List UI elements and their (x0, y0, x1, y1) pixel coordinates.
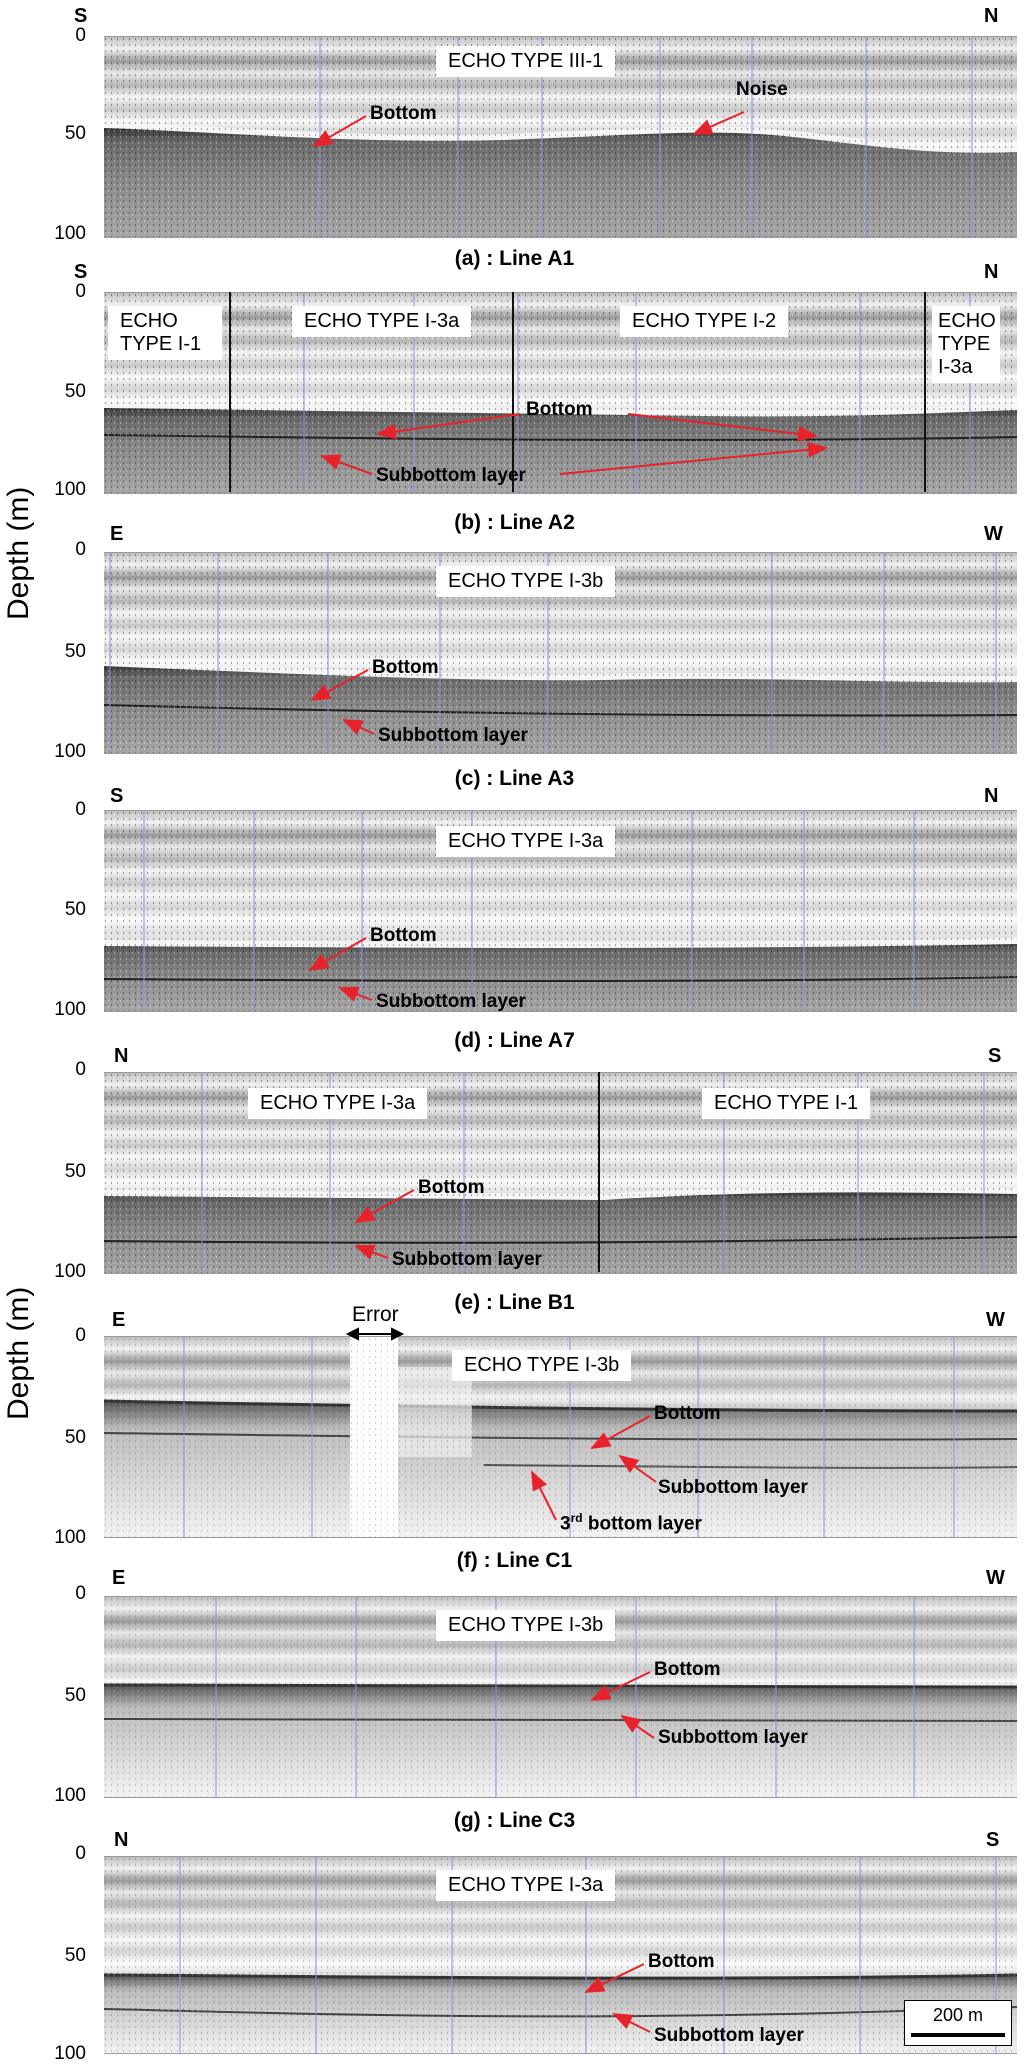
annotation-subbottom: Subbottom layer (654, 2025, 804, 2046)
annotation-subbottom: Subbottom layer (658, 1477, 808, 1498)
annotation-subbottom: Subbottom layer (376, 465, 526, 486)
direction-left: S (74, 5, 88, 27)
annotation-bottom: Bottom (370, 925, 437, 946)
echogram-profile (104, 1072, 1017, 1274)
direction-right: N (984, 785, 999, 807)
echo-type-label: ECHO TYPE I-3a (248, 1088, 428, 1119)
direction-right: W (986, 1567, 1005, 1589)
direction-right: W (984, 523, 1003, 545)
depth-tick: 100 (54, 999, 86, 1020)
echogram-profile (104, 292, 1017, 494)
direction-right: N (984, 5, 999, 27)
depth-tick: 50 (64, 899, 86, 920)
direction-left: N (114, 1829, 129, 1851)
depth-tick: 100 (54, 479, 86, 500)
depth-tick: 100 (54, 1261, 86, 1282)
depth-axis-label: Depth (m) (2, 486, 35, 620)
direction-right: W (986, 1309, 1005, 1331)
depth-tick: 100 (54, 2043, 86, 2064)
panel-caption: (f) : Line C1 (456, 1549, 573, 1572)
depth-tick: 0 (75, 1583, 86, 1604)
annotation-noise: Noise (736, 79, 788, 100)
depth-tick: 100 (54, 223, 86, 244)
annotation-bottom: Bottom (654, 1403, 721, 1424)
echogram-profile (104, 36, 1017, 238)
echo-type-label: ECHO TYPE III-1 (436, 46, 616, 77)
echogram-profile (104, 1856, 1017, 2054)
direction-left: E (112, 1309, 126, 1331)
echo-type-label: ECHO TYPE I-3a (436, 1870, 616, 1901)
depth-tick: 100 (54, 1527, 86, 1548)
depth-tick: 0 (75, 25, 86, 46)
echo-boundary (512, 292, 514, 492)
depth-tick: 50 (64, 1685, 86, 1706)
echo-type-label: ECHO TYPE I-3b (436, 566, 616, 597)
echo-type-label: ECHO TYPE I-3a (436, 826, 616, 857)
panel-caption: (d) : Line A7 (454, 1029, 575, 1052)
direction-left: N (114, 1045, 129, 1067)
echo-type-label: ECHO TYPE I-3a (932, 306, 1000, 383)
annotation-subbottom: Subbottom layer (658, 1727, 808, 1748)
annotation-subbottom: Subbottom layer (392, 1249, 542, 1270)
depth-tick: 50 (64, 1161, 86, 1182)
echo-type-label: ECHO TYPE I-1 (702, 1088, 871, 1119)
depth-tick: 0 (75, 799, 86, 820)
annotation-third-bottom: 3rd bottom layer (560, 1511, 702, 1535)
depth-tick: 50 (64, 1427, 86, 1448)
depth-tick: 0 (75, 539, 86, 560)
echo-type-label: ECHO TYPE I-2 (620, 306, 789, 337)
depth-tick: 100 (54, 1785, 86, 1806)
direction-left: S (74, 261, 88, 283)
direction-right: S (986, 1829, 1000, 1851)
depth-tick: 50 (64, 641, 86, 662)
echo-boundary (924, 292, 926, 492)
annotation-bottom: Bottom (648, 1951, 715, 1972)
annotation-bottom: Bottom (370, 103, 437, 124)
annotation-error: Error (352, 1303, 399, 1326)
scale-bar-label: 200 m (932, 2005, 984, 2025)
direction-left: E (112, 1567, 126, 1589)
annotation-bottom: Bottom (372, 657, 439, 678)
echo-boundary (598, 1072, 600, 1272)
panel-caption: (b) : Line A2 (454, 511, 575, 534)
panel-caption: (c) : Line A3 (454, 767, 575, 790)
annotation-bottom: Bottom (418, 1177, 485, 1198)
direction-left: S (110, 785, 124, 807)
echo-type-label: ECHO TYPE I-3b (436, 1610, 616, 1641)
depth-tick: 100 (54, 741, 86, 762)
depth-tick: 0 (75, 1843, 86, 1864)
depth-tick: 50 (64, 123, 86, 144)
echo-type-label: ECHO TYPE I-3a (292, 306, 472, 337)
scale-bar-line (911, 2033, 1005, 2037)
echo-boundary (229, 292, 231, 492)
annotation-bottom: Bottom (654, 1659, 721, 1680)
direction-left: E (110, 523, 124, 545)
annotation-bottom: Bottom (526, 399, 593, 420)
echo-type-label: ECHO TYPE I-3b (452, 1350, 632, 1381)
panel-caption: (e) : Line B1 (454, 1291, 575, 1314)
scale-bar: 200 m (904, 2000, 1012, 2046)
panel-caption: (g) : Line C3 (453, 1809, 576, 1832)
direction-right: S (988, 1045, 1002, 1067)
depth-tick: 50 (64, 1945, 86, 1966)
annotation-subbottom: Subbottom layer (378, 725, 528, 746)
direction-right: N (984, 261, 999, 283)
panel-caption: (a) : Line A1 (454, 247, 575, 270)
annotation-subbottom: Subbottom layer (376, 991, 526, 1012)
depth-tick: 0 (75, 1059, 86, 1080)
echo-type-label: ECHO TYPE I-1 (108, 306, 222, 360)
depth-tick: 0 (75, 281, 86, 302)
depth-tick: 50 (64, 381, 86, 402)
depth-tick: 0 (75, 1325, 86, 1346)
